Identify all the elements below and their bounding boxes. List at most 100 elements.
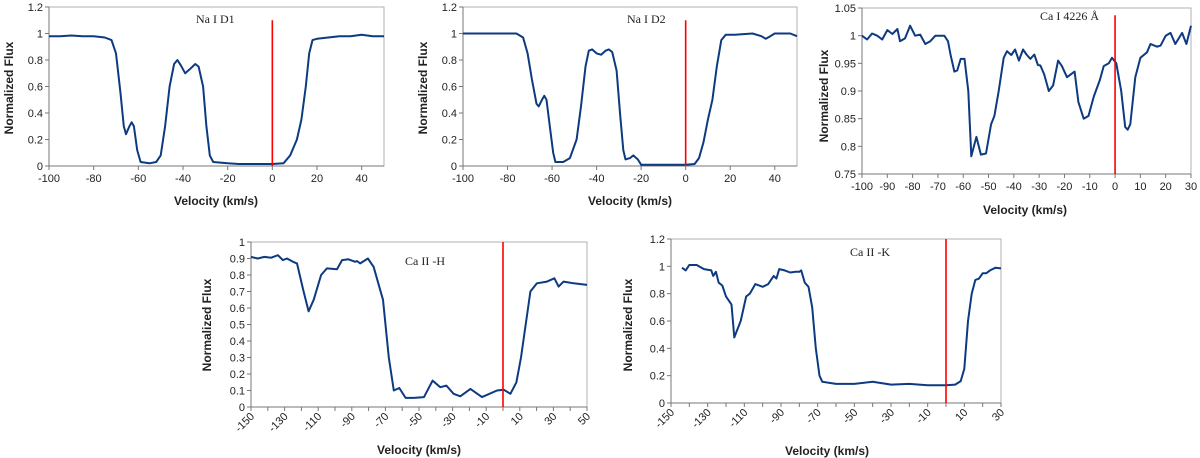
y-tick-label: 0.2 <box>650 371 665 383</box>
chart-5-ylabel: Normalized Flux <box>621 278 635 372</box>
x-tick-label: -10 <box>473 411 493 431</box>
x-tick-label: -10 <box>914 407 934 427</box>
x-tick-label: 10 <box>509 411 526 428</box>
y-tick-label: 0.6 <box>650 316 665 328</box>
plot-frame <box>462 6 798 167</box>
chart-5-xlabel: Velocity (km/s) <box>784 444 870 458</box>
chart-1: 0 0.2 0.4 0.6 0.8 1 1.2 -100 -80 -60 -40 -20 0 20 40 <box>28 2 385 185</box>
x-tick-label: 30 <box>990 407 1007 424</box>
spectrum-line <box>681 264 1002 387</box>
y-tick-label: 1.2 <box>442 2 457 14</box>
plot-frame <box>861 7 1192 175</box>
y-tick-label: 0.6 <box>442 82 457 94</box>
y-tick-label: 1 <box>659 261 665 273</box>
x-tick-label: 20 <box>311 173 323 185</box>
chart-4-title: Ca II -H <box>405 254 445 268</box>
chart-3-ylabel: Normalized Flux <box>817 49 831 143</box>
x-tick-label: 20 <box>1160 181 1172 193</box>
chart-5-title: Ca II -K <box>850 245 890 259</box>
y-tick-label: 0.75 <box>835 169 856 181</box>
y-tick-label: 1 <box>451 29 457 41</box>
chart-2-xlabel: Velocity (km/s) <box>587 194 673 208</box>
x-tick-label: -40 <box>589 173 605 185</box>
plot-frame <box>670 238 1002 404</box>
y-tick-label: 0.3 <box>230 353 245 365</box>
x-tick-label: 0 <box>683 173 689 185</box>
chart-3-xlabel: Velocity (km/s) <box>982 203 1068 217</box>
y-tick-label: 0.6 <box>28 82 43 94</box>
y-tick-label: 0.8 <box>28 55 43 67</box>
chart-1-title: Na I D1 <box>196 12 235 26</box>
x-tick-label: 40 <box>769 173 781 185</box>
x-tick-label: 30 <box>542 411 559 428</box>
chart-3-title: Ca I 4226 Å <box>1040 9 1099 23</box>
x-tick-label: -40 <box>175 173 191 185</box>
y-tick-label: 0 <box>451 161 457 173</box>
chart-2: 0 0.2 0.4 0.6 0.8 1 1.2 -100 -80 -60 -40 -20 0 20 40 <box>442 2 798 185</box>
y-tick-label: 1 <box>239 237 245 249</box>
y-tick-label: 1.2 <box>650 234 665 246</box>
spectrum-line <box>463 32 798 166</box>
x-tick-label: -30 <box>439 411 459 431</box>
x-tick-label: -50 <box>841 407 861 427</box>
x-tick-label: -90 <box>879 181 895 193</box>
y-tick-label: 0.95 <box>835 58 856 70</box>
x-tick-label: -30 <box>1031 181 1047 193</box>
chart-1-xlabel: Velocity (km/s) <box>173 194 259 208</box>
x-tick-label: -100 <box>452 173 474 185</box>
y-tick-label: 1 <box>850 31 856 43</box>
y-tick-label: 0 <box>37 161 43 173</box>
x-tick-label: -50 <box>981 181 997 193</box>
chart-2-ylabel: Normalized Flux <box>416 41 430 135</box>
y-tick-label: 0.2 <box>28 135 43 147</box>
y-tick-label: 0 <box>239 402 245 414</box>
x-tick-label: 10 <box>1134 181 1146 193</box>
x-tick-label: -130 <box>267 411 291 435</box>
spectrum-line <box>250 254 588 399</box>
chart-2-title: Na I D2 <box>627 12 666 26</box>
y-tick-label: 0.8 <box>230 270 245 282</box>
x-tick-label: -10 <box>1082 181 1098 193</box>
spectrum-line <box>861 24 1192 158</box>
x-tick-label: -90 <box>338 411 358 431</box>
chart-4-ylabel: Normalized Flux <box>200 278 214 372</box>
x-tick-label: -20 <box>633 173 649 185</box>
x-tick-label: -70 <box>930 181 946 193</box>
x-tick-label: -30 <box>877 407 897 427</box>
y-tick-label: 0.6 <box>230 303 245 315</box>
x-tick-label: 40 <box>356 173 368 185</box>
x-tick-label: -90 <box>767 407 787 427</box>
y-tick-label: 1 <box>37 29 43 41</box>
x-tick-label: -60 <box>544 173 560 185</box>
x-tick-label: -100 <box>38 173 60 185</box>
x-tick-label: -100 <box>851 181 873 193</box>
spectrum-line <box>49 33 384 165</box>
y-tick-label: 1.05 <box>835 3 856 15</box>
chart-1-ylabel: Normalized Flux <box>2 41 16 135</box>
y-tick-label: 0.8 <box>841 141 856 153</box>
x-tick-label: -110 <box>727 407 750 430</box>
x-tick-label: -40 <box>1006 181 1022 193</box>
x-tick-label: 30 <box>1185 181 1197 193</box>
chart-4-xlabel: Velocity (km/s) <box>376 443 462 457</box>
x-tick-label: -70 <box>804 407 824 427</box>
x-tick-label: -60 <box>955 181 971 193</box>
x-tick-label: -20 <box>1057 181 1073 193</box>
y-tick-label: 0.9 <box>841 86 856 98</box>
x-tick-label: -150 <box>233 411 257 435</box>
y-tick-label: 0.8 <box>650 289 665 301</box>
y-tick-label: 0.9 <box>230 254 245 266</box>
x-tick-label: -60 <box>130 173 146 185</box>
x-tick-label: -150 <box>653 407 677 431</box>
y-tick-label: 0.7 <box>230 287 245 299</box>
x-tick-label: -110 <box>301 411 324 434</box>
x-tick-label: 0 <box>269 173 275 185</box>
x-tick-label: -80 <box>86 173 102 185</box>
chart-5: 0 0.2 0.4 0.6 0.8 1 1.2 -150 -130 -110 -90 -70 -50 -3… <box>650 234 1007 431</box>
x-tick-label: -20 <box>220 173 236 185</box>
y-tick-label: 0.2 <box>230 369 245 381</box>
y-tick-label: 0.4 <box>650 343 665 355</box>
x-tick-label: -50 <box>405 411 425 431</box>
